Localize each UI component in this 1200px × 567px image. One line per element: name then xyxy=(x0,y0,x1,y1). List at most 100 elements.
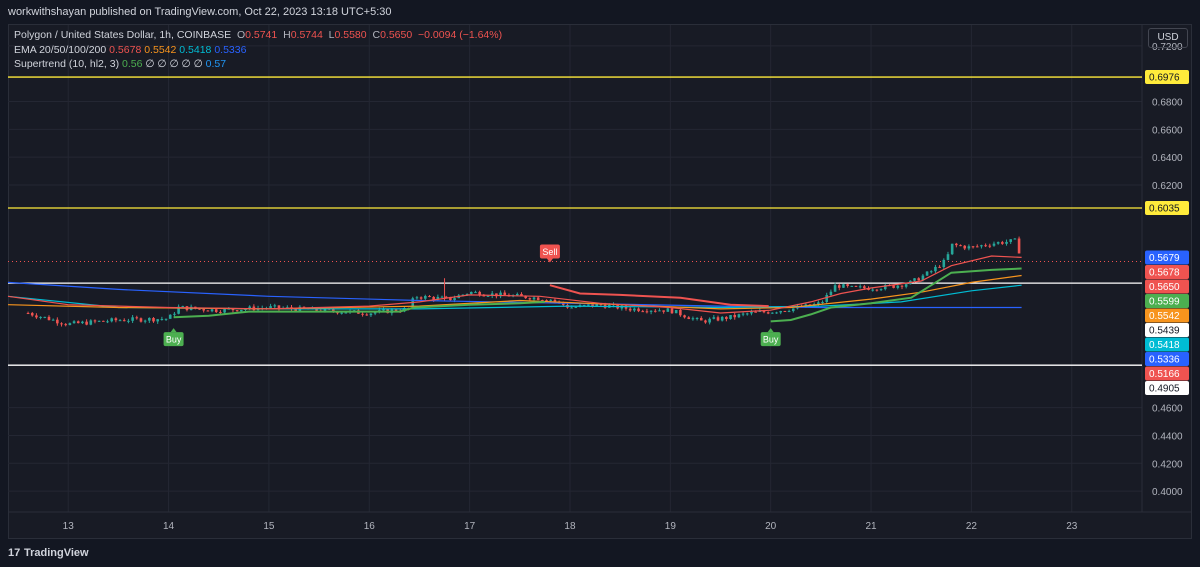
supertrend-up-line xyxy=(173,300,545,319)
candle-body xyxy=(570,307,573,309)
candle-body xyxy=(775,312,778,314)
x-tick-label: 19 xyxy=(665,521,677,532)
candle-body xyxy=(658,310,661,312)
candle-body xyxy=(821,301,824,303)
candle-body xyxy=(81,321,84,324)
candle-body xyxy=(863,286,866,289)
candle-body xyxy=(913,278,916,281)
candle-body xyxy=(996,242,1000,244)
candle-body xyxy=(114,318,118,321)
candle-body xyxy=(122,320,126,322)
high-value: 0.5744 xyxy=(290,29,323,41)
candle-body xyxy=(440,296,444,298)
candle-body xyxy=(474,291,477,293)
open-value: 0.5741 xyxy=(245,29,278,41)
candle-body xyxy=(43,316,47,318)
change-value: −0.0094 (−1.64%) xyxy=(418,29,503,41)
candle-body xyxy=(925,271,929,276)
candle-body xyxy=(674,309,678,314)
y-tick-label: 0.4600 xyxy=(1152,404,1183,415)
candle-body xyxy=(432,296,435,300)
price-axis-label-bg xyxy=(1145,70,1189,85)
currency-button[interactable]: USD xyxy=(1148,28,1188,48)
supertrend-value-1: 0.56 xyxy=(121,58,143,70)
candle-body xyxy=(444,296,448,298)
price-axis-label-bg xyxy=(1145,323,1189,338)
candle-body xyxy=(60,323,63,325)
candle-body xyxy=(771,312,774,314)
price-axis-label-bg xyxy=(1145,294,1189,309)
candle-body xyxy=(97,320,101,322)
candle-body xyxy=(946,254,950,260)
price-axis-label: 0.5678 xyxy=(1149,268,1180,279)
candle-body xyxy=(148,317,151,321)
candle-body xyxy=(791,308,795,312)
candle-body xyxy=(244,309,247,311)
candle-body xyxy=(177,306,180,314)
candle-body xyxy=(858,286,862,288)
price-axis-label-bg xyxy=(1145,308,1189,323)
price-axis-label-bg xyxy=(1145,366,1189,381)
candle-body xyxy=(896,285,900,288)
price-axis-label: 0.5166 xyxy=(1149,369,1180,380)
ema-label[interactable]: EMA 20/50/100/200 xyxy=(14,43,107,56)
candle-body xyxy=(833,285,837,292)
brand-name: TradingView xyxy=(24,547,89,559)
x-tick-label: 13 xyxy=(63,521,75,532)
price-axis-label: 0.5336 xyxy=(1149,355,1180,366)
price-axis-label-bg xyxy=(1145,381,1189,396)
candle-body xyxy=(633,308,636,311)
chart-frame[interactable] xyxy=(8,24,1192,539)
candle-body xyxy=(424,296,427,299)
supertrend-value-2: 0.57 xyxy=(205,58,227,70)
x-tick-label: 22 xyxy=(966,521,978,532)
candle-body xyxy=(198,308,201,310)
candle-body xyxy=(102,320,105,322)
candle-body xyxy=(595,303,599,307)
candle-body xyxy=(361,313,364,315)
price-axis-label-bg xyxy=(1145,265,1189,280)
x-tick-label: 21 xyxy=(865,521,877,532)
candle-body xyxy=(1001,242,1004,244)
chart-legend: Polygon / United States Dollar, 1h, COIN… xyxy=(14,28,502,72)
tradingview-logo[interactable]: 17 TradingView xyxy=(8,547,89,559)
candle-body xyxy=(340,312,343,314)
supertrend-label[interactable]: Supertrend (10, hl2, 3) xyxy=(14,58,120,70)
low-label: L xyxy=(328,29,335,41)
high-label: H xyxy=(283,29,291,41)
candle-body xyxy=(783,311,787,313)
candle-body xyxy=(76,321,80,324)
candle-body xyxy=(248,306,251,310)
candle-body xyxy=(549,299,553,301)
candle-body xyxy=(139,318,143,322)
ema100-value: 0.5418 xyxy=(179,43,212,56)
candle-body xyxy=(691,318,695,320)
ema20-value: 0.5678 xyxy=(109,43,142,56)
y-tick-label: 0.4200 xyxy=(1152,459,1183,470)
candle-body xyxy=(39,316,42,318)
candle-body xyxy=(942,259,946,268)
candle-body xyxy=(750,311,753,314)
candle-body xyxy=(963,245,967,249)
candle-body xyxy=(415,297,419,299)
candle-body xyxy=(461,294,465,296)
candle-body xyxy=(758,310,762,312)
x-tick-label: 17 xyxy=(464,521,476,532)
symbol-name[interactable]: Polygon / United States Dollar, 1h, COIN… xyxy=(14,29,232,41)
candle-body xyxy=(541,300,544,302)
candle-body xyxy=(934,266,937,272)
y-tick-label: 0.6200 xyxy=(1152,181,1183,192)
candle-body xyxy=(503,292,507,295)
candle-body xyxy=(160,318,164,320)
candle-body xyxy=(499,292,502,297)
candle-body xyxy=(240,309,243,312)
candle-body xyxy=(892,285,895,288)
candle-body xyxy=(829,291,833,296)
candle-body xyxy=(528,298,532,300)
signal-buy-text: Buy xyxy=(166,335,182,345)
candle-body xyxy=(168,314,172,319)
legend-supertrend-row: Supertrend (10, hl2, 3) 0.56 ∅ ∅ ∅ ∅ ∅ 0… xyxy=(14,57,502,72)
candle-body xyxy=(214,309,218,312)
candle-body xyxy=(269,306,272,309)
